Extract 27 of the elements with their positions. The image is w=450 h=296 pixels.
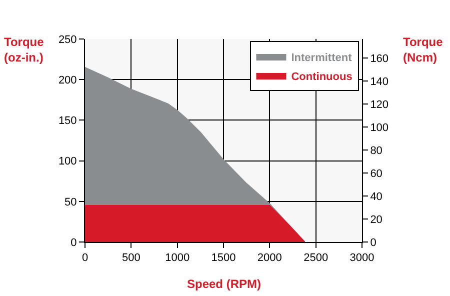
y-tick-label: 50 xyxy=(64,196,77,208)
x-tick-label: 1500 xyxy=(211,252,236,264)
y2-tick-label: 120 xyxy=(370,98,389,111)
y-tick-label: 150 xyxy=(58,115,77,128)
y2-tick-label: 80 xyxy=(370,144,382,157)
x-tick-label: 2500 xyxy=(304,252,328,264)
y2-tick-label: 20 xyxy=(370,214,382,226)
x-tick-label: 3000 xyxy=(350,252,374,264)
y-tick-label: 250 xyxy=(58,34,77,46)
y2-tick-label: 140 xyxy=(370,76,389,88)
x-tick-label: 2000 xyxy=(257,252,282,264)
y2-tick-label: 100 xyxy=(370,122,389,134)
y2-tick-label: 160 xyxy=(370,52,389,65)
y-tick-label: 200 xyxy=(58,74,77,86)
y2-tick-label: 0 xyxy=(370,236,376,249)
y-axis-title: Torque (oz-in.) xyxy=(4,35,44,65)
x-tick-label: 0 xyxy=(82,252,88,264)
x-tick-label: 1000 xyxy=(165,252,190,264)
y2-tick-label: 40 xyxy=(370,190,382,203)
x-tick-label: 500 xyxy=(122,252,140,264)
legend-label: Continuous xyxy=(291,70,352,83)
legend-label: Intermittent xyxy=(291,52,352,64)
y-tick-label: 100 xyxy=(58,156,77,168)
y2-tick-label: 60 xyxy=(370,168,382,180)
x-axis-title: Speed (RPM) xyxy=(187,277,262,291)
y-tick-label: 0 xyxy=(70,236,77,249)
y2-axis-title: Torque (Ncm) xyxy=(403,35,444,65)
